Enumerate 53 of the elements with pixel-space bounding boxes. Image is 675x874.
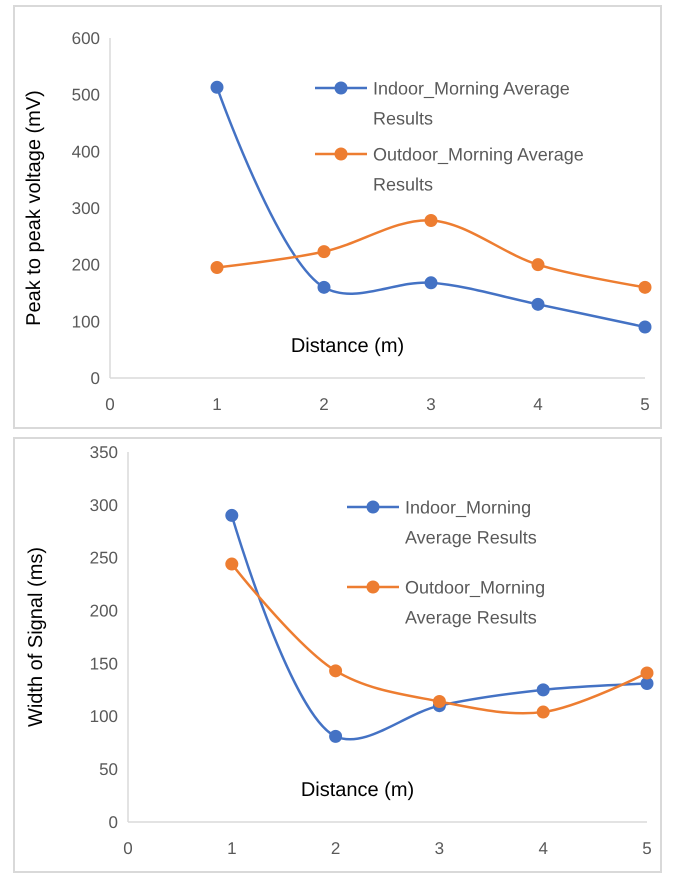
x-tick-label: 3	[426, 395, 436, 414]
y-tick-label: 150	[90, 654, 118, 674]
x-axis-title: Distance (m)	[290, 335, 404, 357]
point	[210, 261, 224, 274]
y-tick-label: 50	[99, 760, 118, 780]
legend-label: Indoor_Morning Average Results	[373, 78, 570, 128]
x-tick-label: 1	[212, 395, 222, 414]
x-tick-label: 5	[640, 395, 650, 414]
point	[536, 683, 550, 696]
point	[424, 276, 438, 290]
point	[318, 245, 330, 258]
y-tick-label: 0	[90, 368, 100, 388]
y-axis-title: Peak to peak voltage (mV)	[23, 90, 45, 326]
y-tick-label: 0	[108, 812, 118, 832]
point	[329, 664, 342, 678]
y-tick-label: 300	[90, 496, 118, 515]
y-axis-title: Width of Signal (ms)	[25, 546, 47, 728]
x-tick-label: 5	[642, 839, 652, 858]
point	[638, 320, 652, 334]
legend-label: Outdoor_Morning Average Results	[373, 144, 584, 194]
point	[532, 258, 544, 272]
point	[536, 706, 550, 719]
x-axis-title: Distance (m)	[300, 779, 414, 801]
point	[225, 508, 238, 522]
y-tick-label: 200	[90, 602, 118, 621]
y-tick-label: 250	[90, 548, 118, 568]
y-tick-label: 100	[72, 312, 100, 332]
y-tick-label: 400	[72, 142, 100, 162]
point	[329, 730, 342, 743]
legend-label: Outdoor_Morning Average Results	[405, 577, 546, 628]
y-tick-label: 350	[90, 442, 118, 462]
x-tick-label: 4	[533, 395, 543, 414]
x-tick-label: 1	[227, 839, 237, 858]
point	[532, 298, 544, 311]
point	[640, 666, 654, 680]
y-tick-label: 500	[72, 86, 100, 105]
point	[424, 214, 438, 227]
x-tick-label: 2	[319, 395, 329, 414]
point	[318, 280, 330, 294]
point	[638, 280, 652, 294]
legend-label: Indoor_Morning Average Results	[405, 497, 537, 548]
x-tick-label: 2	[330, 839, 340, 858]
point	[432, 694, 446, 708]
x-tick-label: 4	[538, 839, 548, 858]
point	[640, 677, 654, 690]
y-tick-label: 300	[72, 198, 100, 218]
x-tick-label: 0	[123, 839, 133, 858]
y-tick-label: 100	[90, 707, 118, 726]
x-tick-label: 3	[434, 839, 444, 858]
point	[210, 80, 224, 94]
y-tick-label: 600	[72, 28, 100, 48]
point	[225, 558, 238, 571]
y-tick-label: 200	[72, 256, 100, 275]
